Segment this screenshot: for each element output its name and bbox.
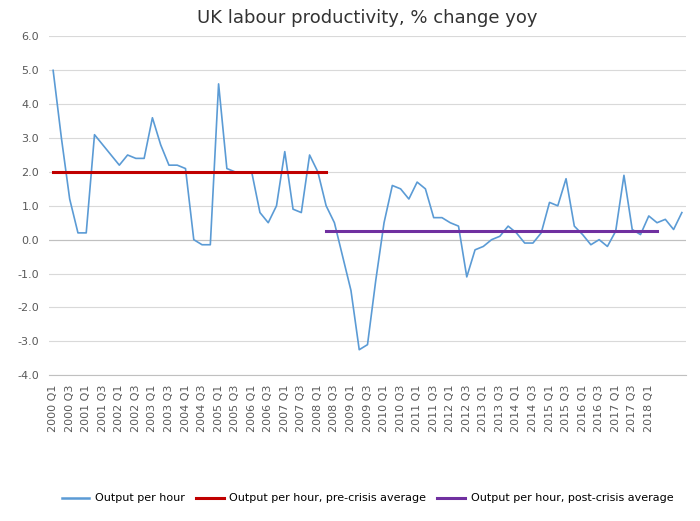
Legend: Output per hour, Output per hour, pre-crisis average, Output per hour, post-cris: Output per hour, Output per hour, pre-cr… [57,489,678,508]
Title: UK labour productivity, % change yoy: UK labour productivity, % change yoy [197,8,538,27]
